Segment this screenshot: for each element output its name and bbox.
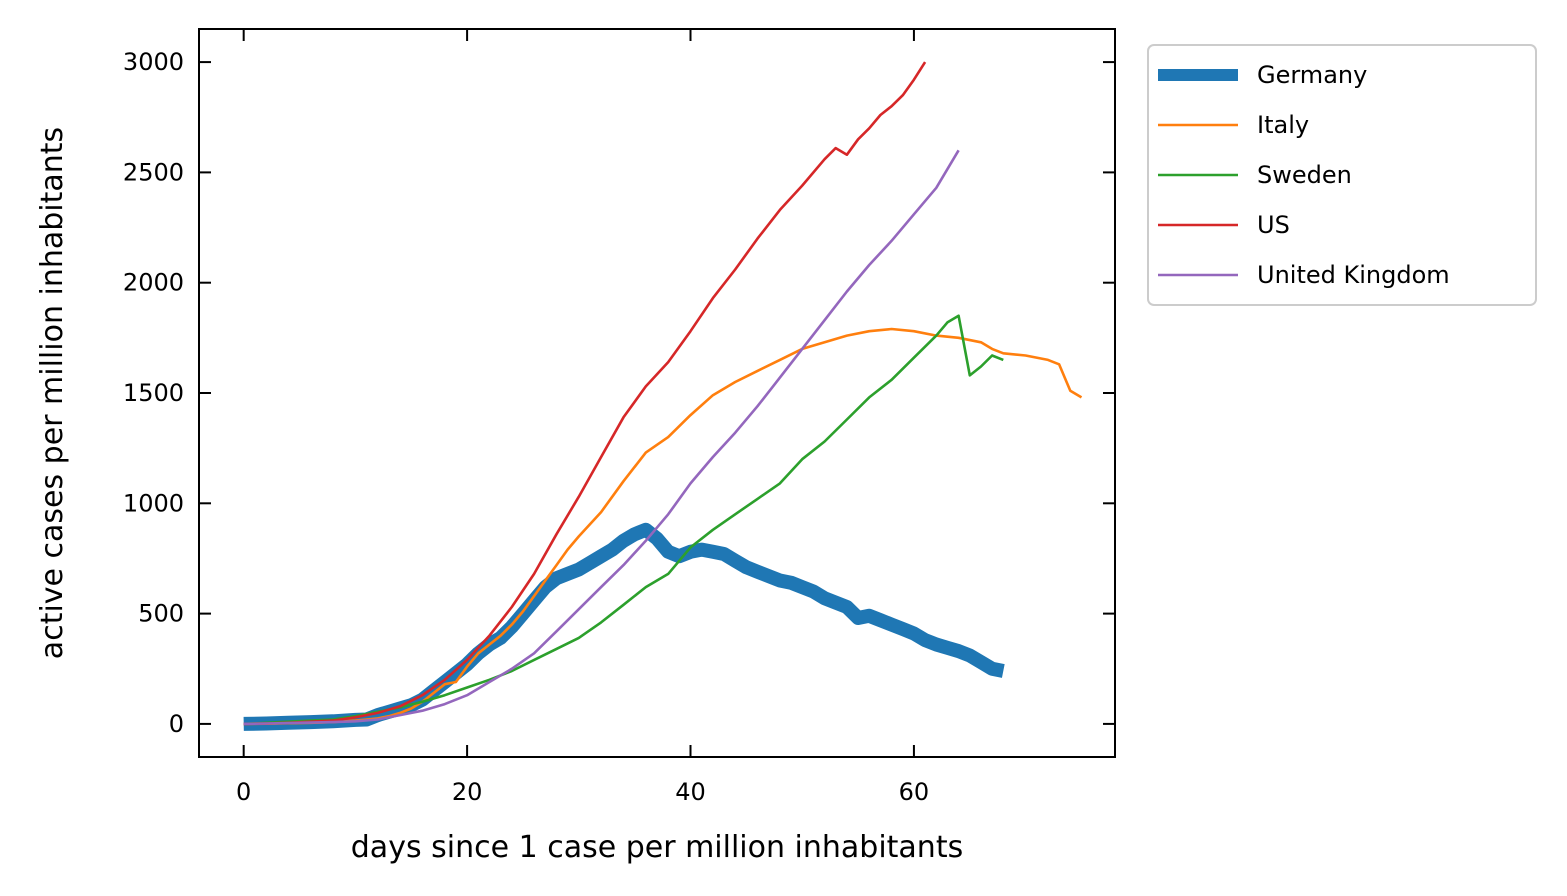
legend-label-germany: Germany <box>1257 61 1367 89</box>
x-axis-label: days since 1 case per million inhabitant… <box>351 830 963 865</box>
series-line-us <box>243 61 927 726</box>
y-tick-label: 500 <box>138 600 184 628</box>
y-tick-label: 2000 <box>123 269 184 297</box>
legend-label-sweden: Sweden <box>1257 161 1352 189</box>
legend-label-italy: Italy <box>1257 111 1309 139</box>
y-tick-label: 1000 <box>123 489 184 517</box>
y-axis-label: active cases per million inhabitants <box>35 127 70 659</box>
x-tick-label: 60 <box>899 778 930 806</box>
x-tick-label: 0 <box>236 778 251 806</box>
x-tick-label: 40 <box>675 778 706 806</box>
legend-label-us: US <box>1257 211 1290 239</box>
series-lines <box>243 61 1083 731</box>
y-tick-label: 0 <box>169 710 184 738</box>
series-line-united-kingdom <box>243 149 960 726</box>
legend: Germany Italy Sweden US United Kingdom <box>1147 44 1537 306</box>
y-tick-labels: 0 500 1000 1500 2000 2500 3000 <box>123 48 184 738</box>
legend-box <box>1147 44 1537 306</box>
legend-label-united-kingdom: United Kingdom <box>1257 261 1450 289</box>
y-tick-label: 1500 <box>123 379 184 407</box>
x-tick-label: 20 <box>452 778 483 806</box>
axis-ticks <box>199 29 1115 757</box>
y-tick-label: 2500 <box>123 158 184 186</box>
x-tick-labels: 0 20 40 60 <box>236 778 929 806</box>
series-line-italy <box>243 327 1083 726</box>
y-tick-label: 3000 <box>123 48 184 76</box>
